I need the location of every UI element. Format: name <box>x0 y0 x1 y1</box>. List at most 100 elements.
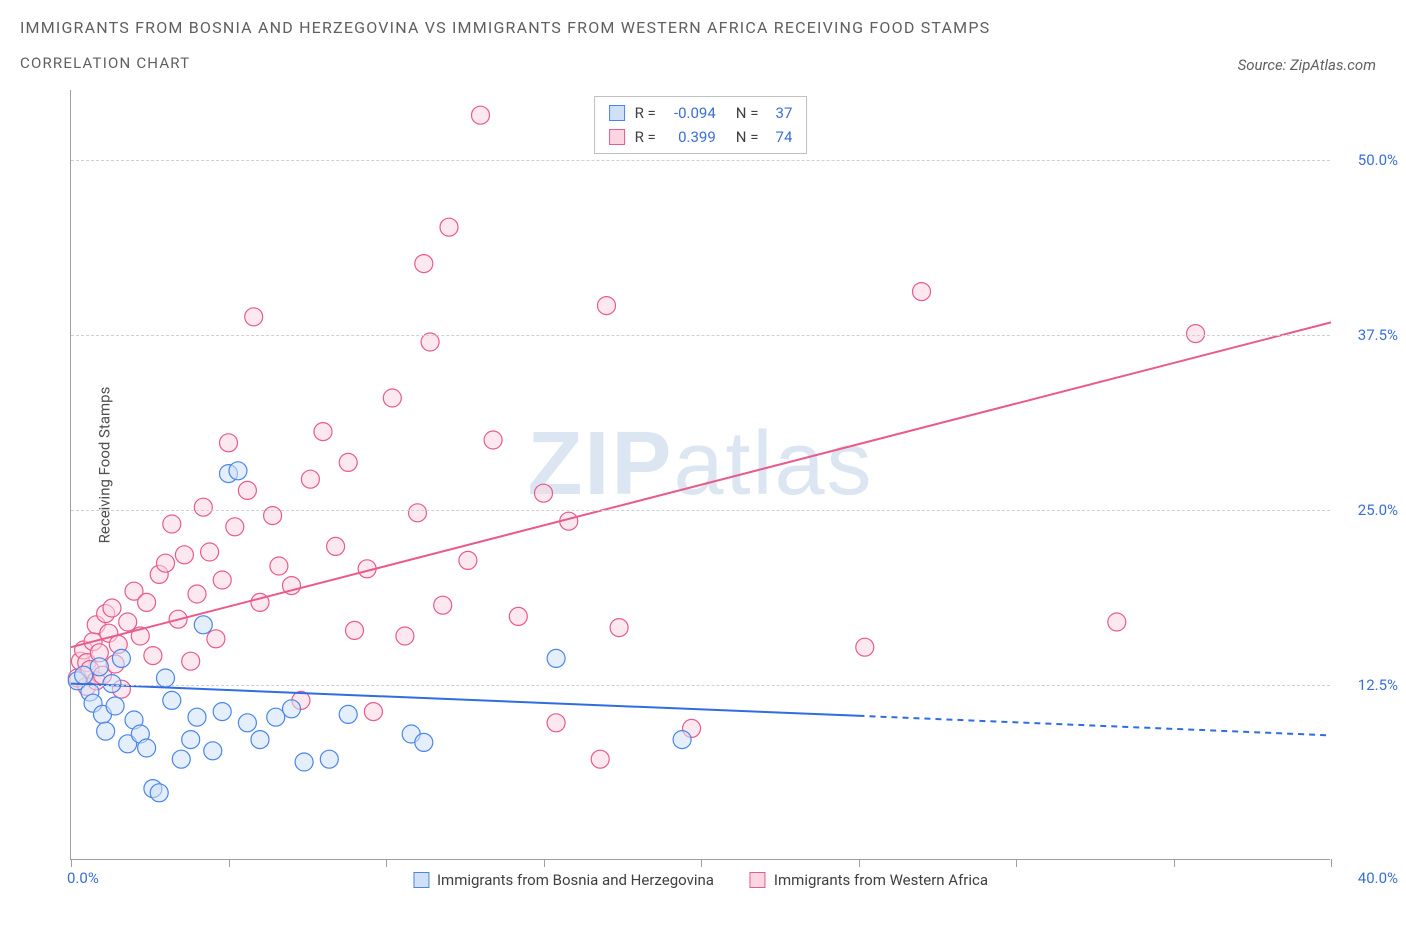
correlation-legend-row: R =-0.094N =37 <box>609 101 793 125</box>
n-label: N = <box>736 125 759 149</box>
correlation-legend: R =-0.094N =37R =0.399N =74 <box>594 96 808 154</box>
chart-subtitle: CORRELATION CHART <box>20 54 190 72</box>
data-point <box>182 652 200 670</box>
legend-label: Immigrants from Bosnia and Herzegovina <box>437 871 714 889</box>
data-point <box>207 630 225 648</box>
data-point <box>339 453 357 471</box>
legend-swatch <box>413 872 429 888</box>
data-point <box>112 649 130 667</box>
data-point <box>472 106 490 124</box>
data-point <box>509 607 527 625</box>
data-point <box>226 518 244 536</box>
n-label: N = <box>736 101 759 125</box>
data-point <box>327 537 345 555</box>
data-point <box>610 619 628 637</box>
x-tick <box>1174 859 1175 867</box>
data-point <box>245 308 263 326</box>
trend-line-extension <box>859 716 1332 736</box>
chart-title: IMMIGRANTS FROM BOSNIA AND HERZEGOVINA V… <box>20 18 990 37</box>
data-point <box>97 722 115 740</box>
legend-swatch <box>750 872 766 888</box>
gridline <box>71 160 1330 161</box>
data-point <box>320 750 338 768</box>
data-point <box>301 470 319 488</box>
data-point <box>270 557 288 575</box>
data-point <box>220 434 238 452</box>
data-point <box>90 658 108 676</box>
r-label: R = <box>635 101 656 125</box>
data-point <box>591 750 609 768</box>
data-point <box>157 554 175 572</box>
plot-area: ZIPatlas R =-0.094N =37R =0.399N =74 0.0… <box>70 90 1330 860</box>
data-point <box>163 691 181 709</box>
data-point <box>547 714 565 732</box>
data-point <box>213 703 231 721</box>
x-tick <box>1331 859 1332 867</box>
x-tick <box>701 859 702 867</box>
data-point <box>188 585 206 603</box>
legend-swatch <box>609 129 625 145</box>
data-point <box>138 739 156 757</box>
data-point <box>339 705 357 723</box>
legend-swatch <box>609 105 625 121</box>
data-point <box>1187 325 1205 343</box>
n-value: 74 <box>768 125 792 149</box>
y-tick-label: 37.5% <box>1358 326 1398 344</box>
n-value: 37 <box>768 101 792 125</box>
legend-entry: Immigrants from Western Africa <box>750 871 988 889</box>
series-legend: Immigrants from Bosnia and Herzegovina Im… <box>413 871 988 889</box>
r-value: 0.399 <box>666 125 716 149</box>
chart-svg <box>71 90 1330 859</box>
data-point <box>103 599 121 617</box>
data-point <box>283 700 301 718</box>
y-tick-label: 25.0% <box>1358 501 1398 519</box>
legend-label: Immigrants from Western Africa <box>774 871 988 889</box>
data-point <box>459 551 477 569</box>
gridline <box>71 510 1330 511</box>
data-point <box>188 708 206 726</box>
data-point <box>1108 613 1126 631</box>
data-point <box>267 708 285 726</box>
data-point <box>251 731 269 749</box>
x-tick <box>71 859 72 867</box>
data-point <box>194 498 212 516</box>
x-tick <box>544 859 545 867</box>
data-point <box>119 613 137 631</box>
data-point <box>175 546 193 564</box>
data-point <box>434 596 452 614</box>
data-point <box>598 297 616 315</box>
data-point <box>201 543 219 561</box>
x-tick <box>386 859 387 867</box>
data-point <box>238 481 256 499</box>
r-label: R = <box>635 125 656 149</box>
trend-line <box>71 322 1331 647</box>
x-tick <box>229 859 230 867</box>
x-tick <box>1016 859 1017 867</box>
data-point <box>182 731 200 749</box>
data-point <box>913 283 931 301</box>
data-point <box>229 462 247 480</box>
data-point <box>204 742 222 760</box>
data-point <box>440 218 458 236</box>
data-point <box>238 714 256 732</box>
data-point <box>409 504 427 522</box>
data-point <box>415 255 433 273</box>
trend-line <box>71 684 859 716</box>
data-point <box>535 484 553 502</box>
data-point <box>314 423 332 441</box>
source-label: Source: ZipAtlas.com <box>1238 56 1376 74</box>
data-point <box>138 593 156 611</box>
y-tick-label: 12.5% <box>1358 676 1398 694</box>
data-point <box>172 750 190 768</box>
data-point <box>547 649 565 667</box>
data-point <box>856 638 874 656</box>
data-point <box>295 753 313 771</box>
data-point <box>106 697 124 715</box>
y-tick-label: 50.0% <box>1358 151 1398 169</box>
legend-entry: Immigrants from Bosnia and Herzegovina <box>413 871 714 889</box>
data-point <box>396 627 414 645</box>
data-point <box>144 647 162 665</box>
data-point <box>364 703 382 721</box>
data-point <box>383 389 401 407</box>
data-point <box>415 733 433 751</box>
